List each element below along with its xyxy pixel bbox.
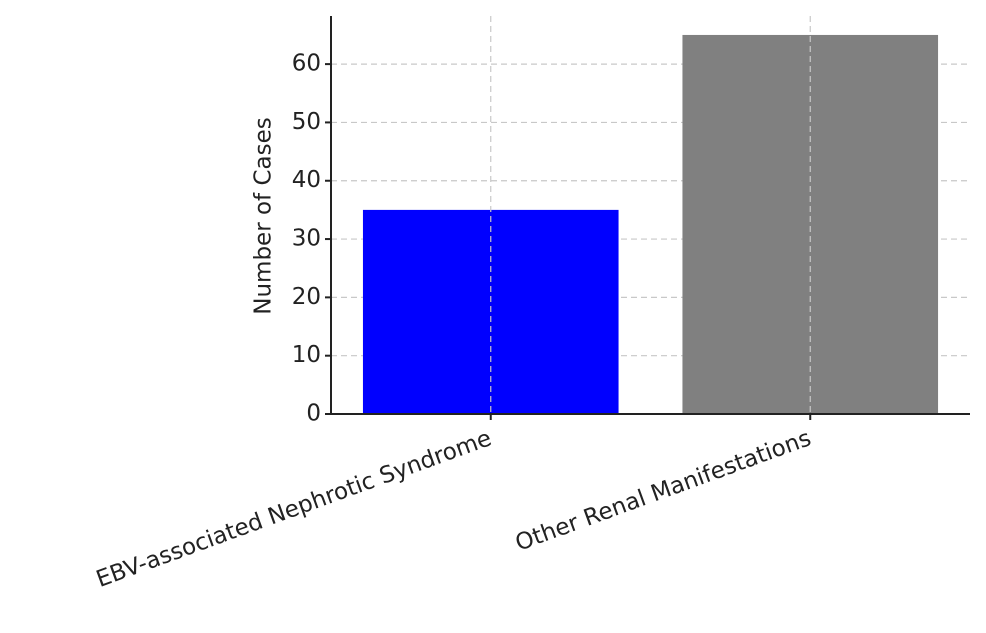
x-tick-label: Other Renal Manifestations bbox=[512, 425, 814, 556]
x-tick-label: EBV-associated Nephrotic Syndrome bbox=[93, 425, 495, 593]
y-tick-label: 20 bbox=[292, 284, 321, 310]
y-tick-label: 10 bbox=[292, 342, 321, 368]
y-tick-label: 50 bbox=[292, 109, 321, 135]
y-axis-label: Number of Cases bbox=[251, 117, 277, 314]
y-tick-label: 40 bbox=[292, 167, 321, 193]
y-tick-label: 60 bbox=[292, 51, 321, 77]
y-tick-label: 0 bbox=[306, 401, 321, 427]
y-tick-label: 30 bbox=[292, 226, 321, 252]
